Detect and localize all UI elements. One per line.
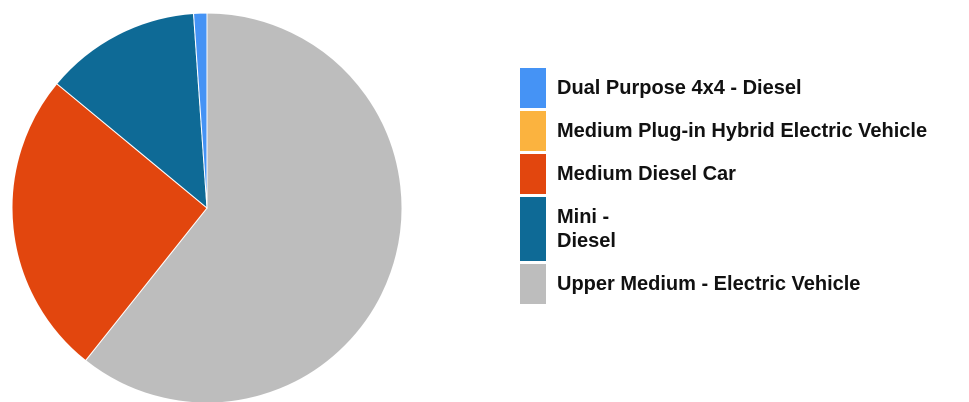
legend-label: Medium Plug-in Hybrid Electric Vehicle xyxy=(557,120,928,142)
legend-label: Upper Medium - Electric Vehicle xyxy=(557,273,861,295)
legend-label: Mini - Diesel xyxy=(557,206,616,252)
pie-slice xyxy=(11,82,208,362)
legend-swatch xyxy=(520,111,546,151)
legend-label: Medium Diesel Car xyxy=(557,163,736,185)
pie-chart xyxy=(11,12,403,402)
legend-item: Upper Medium - Electric Vehicle xyxy=(520,264,969,304)
legend-swatch xyxy=(520,154,546,194)
legend-item: Mini - Diesel xyxy=(520,197,969,261)
legend-swatch xyxy=(520,264,546,304)
legend-item: Dual Purpose 4x4 - Diesel xyxy=(520,68,969,108)
legend: Dual Purpose 4x4 - Diesel Medium Plug-in … xyxy=(520,68,969,307)
legend-swatch xyxy=(520,197,546,261)
legend-swatch xyxy=(520,68,546,108)
legend-label: Dual Purpose 4x4 - Diesel xyxy=(557,77,802,99)
pie-slice xyxy=(56,12,208,210)
legend-item: Medium Plug-in Hybrid Electric Vehicle xyxy=(520,111,969,151)
legend-item: Medium Diesel Car xyxy=(520,154,969,194)
